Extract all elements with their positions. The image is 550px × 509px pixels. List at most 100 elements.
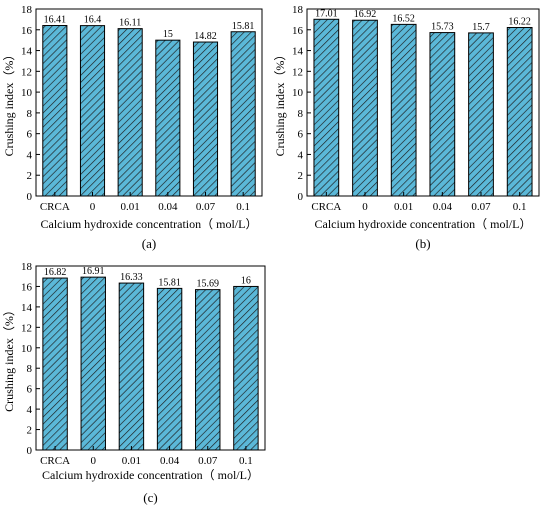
y-tick-label: 10 <box>292 87 304 99</box>
y-tick-label: 6 <box>27 384 33 396</box>
y-tick-label: 16 <box>21 25 33 37</box>
x-tick-label: 0 <box>90 201 96 213</box>
data-label: 15.81 <box>232 21 255 32</box>
plot-frame <box>35 265 266 451</box>
data-label: 15.7 <box>472 22 490 33</box>
x-tick-label: 0.01 <box>394 201 413 213</box>
x-tick-label: 0.1 <box>236 201 250 213</box>
y-tick-label: 18 <box>21 261 33 273</box>
x-tick-label: 0.04 <box>433 201 453 213</box>
bar <box>155 39 181 197</box>
bar <box>313 18 340 197</box>
data-label: 14.82 <box>194 31 217 42</box>
x-tick-label: 0 <box>91 455 97 467</box>
y-tick-label: 8 <box>27 108 33 120</box>
data-label: 17.01 <box>315 8 338 19</box>
data-label: 16.11 <box>119 18 141 29</box>
bar <box>79 25 106 197</box>
panel-label: (c) <box>143 490 157 505</box>
x-tick-label: 0.1 <box>239 455 253 467</box>
x-tick-label: CRCA <box>311 201 341 213</box>
chart-panel-3: 0 2 4 6 8 10 12 14 16 18 16.82 CRCA 16.91 0 16.33 0.01 1… <box>2 261 266 505</box>
x-tick-label: 0.07 <box>198 455 218 467</box>
bar <box>506 26 533 197</box>
y-tick-label: 14 <box>21 302 33 314</box>
bar <box>192 41 219 197</box>
y-tick-label: 4 <box>298 149 304 161</box>
x-tick-label: 0.01 <box>122 455 141 467</box>
data-label: 16.91 <box>82 266 105 277</box>
data-label: 16.92 <box>354 9 377 20</box>
x-tick-label: 0.01 <box>121 201 140 213</box>
y-tick-label: 12 <box>292 66 303 78</box>
y-tick-label: 16 <box>21 281 33 293</box>
data-label: 16 <box>241 275 251 286</box>
y-tick-label: 14 <box>292 46 304 58</box>
x-tick-label: CRCA <box>40 201 70 213</box>
chart-panel-1: 0 2 4 6 8 10 12 14 16 18 16.41 CRCA 16.4 0 16.11 0.01 15… <box>2 4 263 251</box>
x-tick-label: 0.04 <box>158 201 178 213</box>
bar <box>42 277 68 451</box>
x-axis-label: Calcium hydroxide concentration（ mol/L） <box>41 217 258 231</box>
y-tick-label: 0 <box>27 445 33 457</box>
y-tick-label: 8 <box>298 108 304 120</box>
y-tick-label: 0 <box>27 191 33 203</box>
y-tick-label: 2 <box>27 425 33 437</box>
data-label: 16.33 <box>120 272 143 283</box>
bar <box>118 282 145 451</box>
y-tick-label: 4 <box>27 404 33 416</box>
y-axis-label: Crushing index（%） <box>2 304 16 412</box>
bar <box>117 28 143 197</box>
bar <box>233 285 259 451</box>
x-tick-label: 0.07 <box>196 201 216 213</box>
x-tick-label: 0.04 <box>160 455 180 467</box>
bar <box>42 25 68 197</box>
y-tick-label: 14 <box>21 46 33 58</box>
bar <box>390 23 417 197</box>
chart-panel-2: 0 2 4 6 8 10 12 14 16 18 17.01 CRCA 16.92 0 16.52 0.01 1… <box>273 4 540 251</box>
plot-frame <box>306 8 540 197</box>
data-label: 16.41 <box>44 15 67 26</box>
y-tick-label: 10 <box>21 343 33 355</box>
y-tick-label: 12 <box>21 322 32 334</box>
data-label: 15.81 <box>158 277 181 288</box>
panel-label: (a) <box>142 236 156 251</box>
data-label: 16.22 <box>508 16 531 27</box>
y-tick-label: 2 <box>27 170 33 182</box>
bar <box>352 19 378 197</box>
x-tick-label: 0.1 <box>513 201 527 213</box>
x-tick-label: 0 <box>362 201 368 213</box>
panel-label: (b) <box>415 236 430 251</box>
x-tick-label: CRCA <box>40 455 70 467</box>
y-axis-label: Crushing index（%） <box>2 49 16 157</box>
bar <box>429 32 456 197</box>
data-label: 16.4 <box>84 15 102 26</box>
data-label: 16.82 <box>44 267 67 278</box>
bar <box>468 32 494 197</box>
x-tick-label: 0.07 <box>471 201 491 213</box>
data-label: 16.52 <box>392 13 415 24</box>
y-tick-label: 18 <box>21 4 33 16</box>
y-tick-label: 10 <box>21 87 33 99</box>
y-axis-label: Crushing index（%） <box>273 49 287 157</box>
y-tick-label: 12 <box>21 66 32 78</box>
y-tick-label: 4 <box>27 149 33 161</box>
y-tick-label: 8 <box>27 363 33 375</box>
bar <box>156 287 183 451</box>
y-tick-label: 2 <box>298 170 304 182</box>
y-tick-label: 16 <box>292 25 304 37</box>
data-label: 15.69 <box>197 279 220 290</box>
x-axis-label: Calcium hydroxide concentration（ mol/L） <box>42 468 259 482</box>
y-tick-label: 18 <box>292 4 304 16</box>
y-tick-label: 6 <box>298 129 304 141</box>
bar <box>80 276 106 451</box>
y-tick-label: 6 <box>27 129 33 141</box>
bar <box>230 31 256 197</box>
y-tick-label: 0 <box>298 191 304 203</box>
plot-frame <box>35 8 263 197</box>
x-axis-label: Calcium hydroxide concentration（ mol/L） <box>315 217 532 231</box>
data-label: 15 <box>163 29 173 40</box>
data-label: 15.73 <box>431 22 454 33</box>
bar <box>195 289 221 451</box>
